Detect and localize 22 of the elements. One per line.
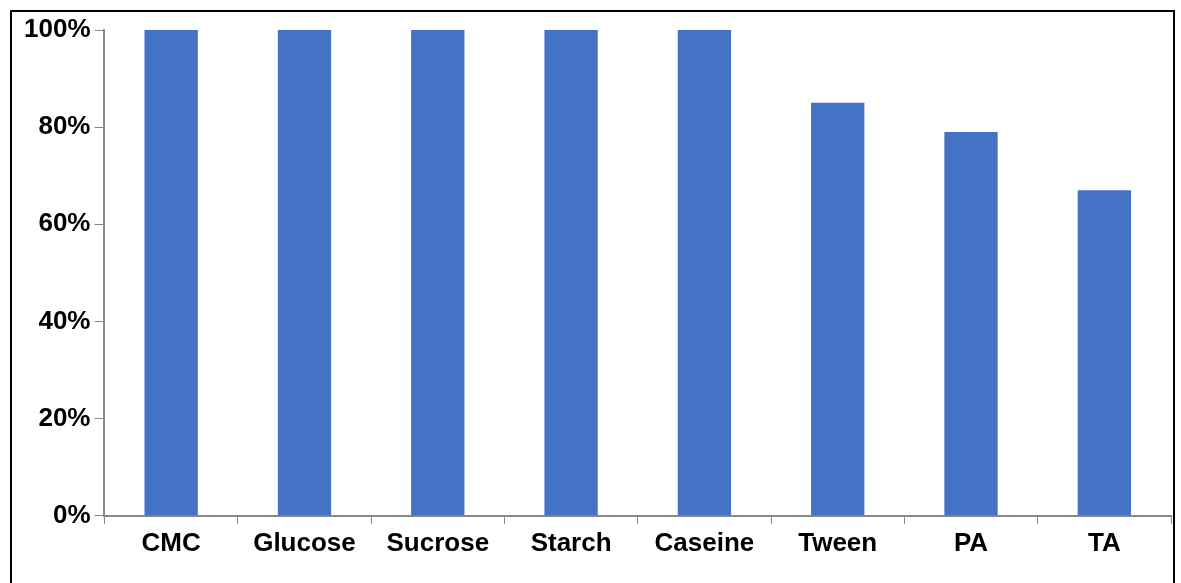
y-tick-label: 0% bbox=[52, 498, 91, 529]
x-tick-label: CMC bbox=[141, 526, 201, 557]
x-tick-label: TA bbox=[1087, 526, 1121, 557]
bar bbox=[411, 30, 465, 516]
x-tick-label: PA bbox=[953, 526, 989, 557]
y-tick-label: 20% bbox=[38, 401, 91, 432]
bar bbox=[544, 30, 598, 516]
x-tick-label: Tween bbox=[798, 526, 878, 557]
y-tick-label: 100% bbox=[24, 13, 91, 44]
bar bbox=[811, 102, 865, 516]
bar bbox=[944, 132, 998, 516]
x-tick-label: Caseine bbox=[654, 526, 755, 557]
x-tick-label: Glucose bbox=[253, 526, 356, 557]
bar bbox=[144, 30, 198, 516]
bar bbox=[1077, 190, 1132, 516]
x-tick-label: Starch bbox=[530, 526, 612, 557]
x-tick-label: Sucrose bbox=[386, 526, 490, 557]
y-tick-label: 40% bbox=[38, 304, 91, 335]
y-tick-label: 80% bbox=[38, 110, 91, 141]
bar bbox=[677, 30, 732, 516]
bar bbox=[277, 30, 332, 516]
y-tick-label: 60% bbox=[38, 207, 91, 238]
